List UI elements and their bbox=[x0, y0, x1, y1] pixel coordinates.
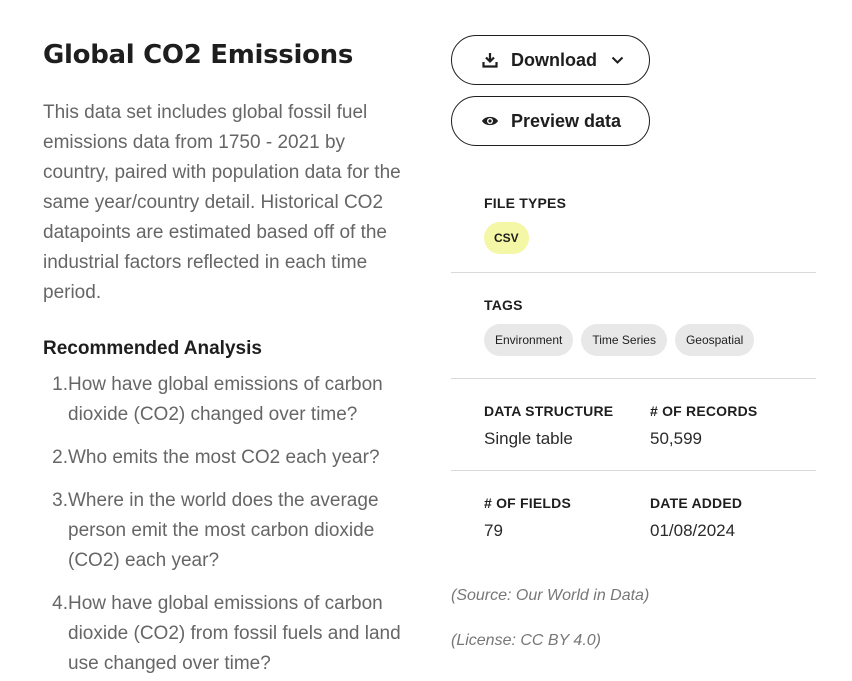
date-added-value: 01/08/2024 bbox=[650, 521, 736, 540]
fields-value: 79 bbox=[484, 521, 503, 540]
file-type-chip-csv[interactable]: CSV bbox=[484, 222, 529, 254]
tag-chips: Environment Time Series Geospatial bbox=[484, 324, 816, 356]
records-value: 50,599 bbox=[650, 429, 702, 448]
recommended-analysis-heading: Recommended Analysis bbox=[43, 338, 262, 359]
structure-records-section: DATA STRUCTURE Single table # OF RECORDS… bbox=[451, 379, 816, 471]
download-icon bbox=[480, 50, 500, 70]
fields-field: # OF FIELDS 79 bbox=[484, 494, 650, 542]
chevron-down-icon bbox=[611, 56, 624, 65]
download-button-label: Download bbox=[511, 49, 597, 70]
file-types-label: FILE TYPES bbox=[484, 195, 567, 211]
file-types-section: FILE TYPES CSV bbox=[451, 146, 816, 273]
data-structure-field: DATA STRUCTURE Single table bbox=[484, 402, 650, 450]
list-item-text: Who emits the most CO2 each year? bbox=[68, 447, 380, 468]
tags-label: TAGS bbox=[484, 297, 523, 313]
list-item-number: 1. bbox=[52, 374, 68, 395]
dataset-metadata: FILE TYPES CSV TAGS Environment Time Ser… bbox=[451, 146, 816, 651]
list-item-text: Where in the world does the average pers… bbox=[68, 490, 379, 571]
tag-chip-environment[interactable]: Environment bbox=[484, 324, 574, 356]
eye-icon bbox=[480, 111, 500, 131]
list-item-number: 3. bbox=[52, 490, 68, 511]
list-item-text: How have global emissions of carbon diox… bbox=[68, 374, 383, 425]
fields-date-section: # OF FIELDS 79 DATE ADDED 01/08/2024 bbox=[451, 471, 816, 562]
page-title: Global CO2 Emissions bbox=[43, 40, 354, 70]
records-field: # OF RECORDS 50,599 bbox=[650, 402, 816, 450]
dataset-overview: Global CO2 Emissions This data set inclu… bbox=[43, 38, 423, 681]
list-item: 2. Who emits the most CO2 each year? bbox=[43, 443, 423, 473]
preview-data-button[interactable]: Preview data bbox=[451, 96, 650, 146]
dataset-description: This data set includes global fossil fue… bbox=[43, 102, 401, 303]
file-types-chips: CSV bbox=[484, 222, 816, 254]
date-added-field: DATE ADDED 01/08/2024 bbox=[650, 494, 816, 542]
data-structure-value: Single table bbox=[484, 429, 573, 448]
list-item: 3. Where in the world does the average p… bbox=[43, 486, 423, 576]
recommended-analysis-list: 1. How have global emissions of carbon d… bbox=[43, 370, 423, 679]
dataset-sidebar: Download Preview data FILE TYPES bbox=[451, 35, 816, 651]
date-added-label: DATE ADDED bbox=[650, 495, 743, 511]
list-item: 1. How have global emissions of carbon d… bbox=[43, 370, 423, 430]
records-label: # OF RECORDS bbox=[650, 403, 758, 419]
list-item: 4. How have global emissions of carbon d… bbox=[43, 589, 423, 679]
list-item-number: 2. bbox=[52, 447, 68, 468]
tags-section: TAGS Environment Time Series Geospatial bbox=[451, 273, 816, 379]
source-attribution: (Source: Our World in Data) bbox=[451, 587, 650, 604]
tag-chip-geospatial[interactable]: Geospatial bbox=[674, 324, 755, 356]
list-item-text: How have global emissions of carbon diox… bbox=[68, 593, 401, 674]
list-item-number: 4. bbox=[52, 593, 68, 614]
license-info: (License: CC BY 4.0) bbox=[451, 632, 601, 649]
preview-data-button-label: Preview data bbox=[511, 110, 622, 131]
data-structure-label: DATA STRUCTURE bbox=[484, 403, 614, 419]
tag-chip-time-series[interactable]: Time Series bbox=[581, 324, 667, 356]
download-button[interactable]: Download bbox=[451, 35, 650, 85]
fields-label: # OF FIELDS bbox=[484, 495, 571, 511]
